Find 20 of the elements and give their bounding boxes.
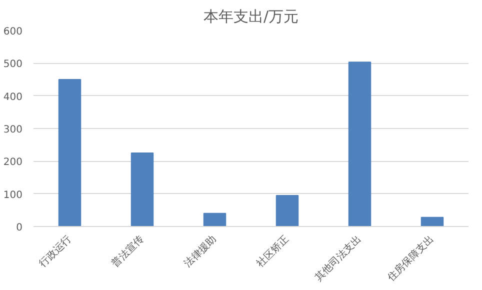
bar — [276, 194, 299, 226]
y-tick-label: 0 — [16, 222, 23, 234]
x-tick-label: 社区矫正 — [254, 232, 292, 270]
y-tick-label: 500 — [3, 59, 23, 70]
y-tick-label: 400 — [3, 92, 23, 103]
chart-title: 本年支出/万元 — [203, 8, 299, 26]
bar — [420, 216, 444, 226]
y-tick-label: 300 — [3, 124, 23, 136]
bar — [58, 79, 82, 226]
y-tick-label: 200 — [3, 157, 23, 168]
y-tick-label: 600 — [3, 26, 23, 38]
x-tick-label: 其他司法支出 — [312, 232, 364, 284]
bar — [348, 62, 372, 226]
x-tick-label: 行政运行 — [36, 232, 74, 270]
x-tick-label: 普法宣传 — [109, 232, 146, 270]
bar — [130, 152, 154, 226]
x-tick-label: 住房保障支出 — [385, 232, 436, 284]
x-tick-label: 法律援助 — [182, 232, 219, 270]
y-tick-label: 100 — [3, 190, 23, 201]
bar — [203, 212, 226, 226]
